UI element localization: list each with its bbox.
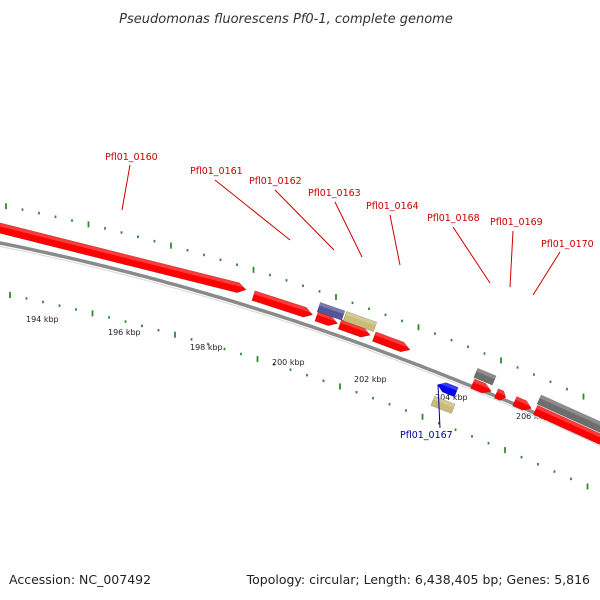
ruler-label: 206 kbp [516, 412, 549, 421]
gene-feature[interactable] [536, 394, 600, 434]
leader-line [437, 384, 441, 429]
gene-feature[interactable] [512, 396, 534, 413]
ruler-label: 194 kbp [26, 315, 59, 324]
ruler-labels: 194 kbp 196 kbp 198 kbp 200 kbp 202 kbp 204 k… [26, 315, 549, 421]
ruler-label: 196 kbp [108, 328, 141, 337]
leader-line [274, 189, 335, 251]
gene-label[interactable]: Pfl01_0167 [400, 430, 453, 441]
gene-label[interactable]: Pfl01_0161 [190, 166, 243, 177]
leader-line [121, 164, 131, 211]
map-title: Pseudomonas fluorescens Pf0-1, complete … [119, 12, 453, 27]
ruler-label: 200 kbp [272, 358, 305, 367]
gene-label[interactable]: Pfl01_0169 [490, 217, 543, 228]
gene-label[interactable]: Pfl01_0164 [366, 201, 419, 212]
gene-label[interactable]: Pfl01_0162 [249, 176, 302, 187]
feature-track [0, 218, 600, 447]
gene-feature[interactable] [314, 311, 340, 329]
ruler-label: 204 kbp [435, 393, 468, 402]
ruler-label: 202 kbp [354, 375, 387, 384]
gene-feature[interactable] [251, 290, 315, 320]
gene-label[interactable]: Pfl01_0168 [427, 213, 480, 224]
leader-line [389, 214, 401, 266]
backbone-line [0, 241, 600, 445]
leader-line [214, 179, 291, 241]
gene-feature[interactable] [470, 378, 494, 396]
tick-marks [5, 203, 589, 490]
genome-summary-text: Topology: circular; Length: 6,438,405 bp… [246, 572, 590, 587]
gene-feature[interactable] [316, 301, 346, 321]
gene-feature[interactable] [342, 311, 378, 332]
genome-backbone [0, 241, 600, 447]
gene-label[interactable]: Pfl01_0163 [308, 188, 361, 199]
leader-line [334, 201, 363, 258]
gene-label[interactable]: Pfl01_0160 [105, 152, 158, 163]
gene-feature[interactable] [436, 380, 459, 398]
gene-feature[interactable] [372, 331, 412, 355]
ruler-label: 198 kbp [190, 343, 223, 352]
label-leader-lines [121, 164, 561, 429]
backbone-shadow [0, 245, 600, 447]
leader-line [532, 251, 561, 296]
leader-line [509, 230, 514, 288]
gene-feature[interactable] [473, 367, 497, 386]
gene-feature[interactable] [494, 388, 508, 402]
leader-line [452, 226, 491, 284]
accession-text: Accession: NC_007492 [9, 572, 152, 587]
gene-feature[interactable] [0, 218, 248, 294]
gene-labels: Pfl01_0160 Pfl01_0161 Pfl01_0162 Pfl01_0163… [105, 152, 594, 441]
gene-feature[interactable] [533, 404, 600, 447]
gene-label[interactable]: Pfl01_0170 [541, 239, 594, 250]
